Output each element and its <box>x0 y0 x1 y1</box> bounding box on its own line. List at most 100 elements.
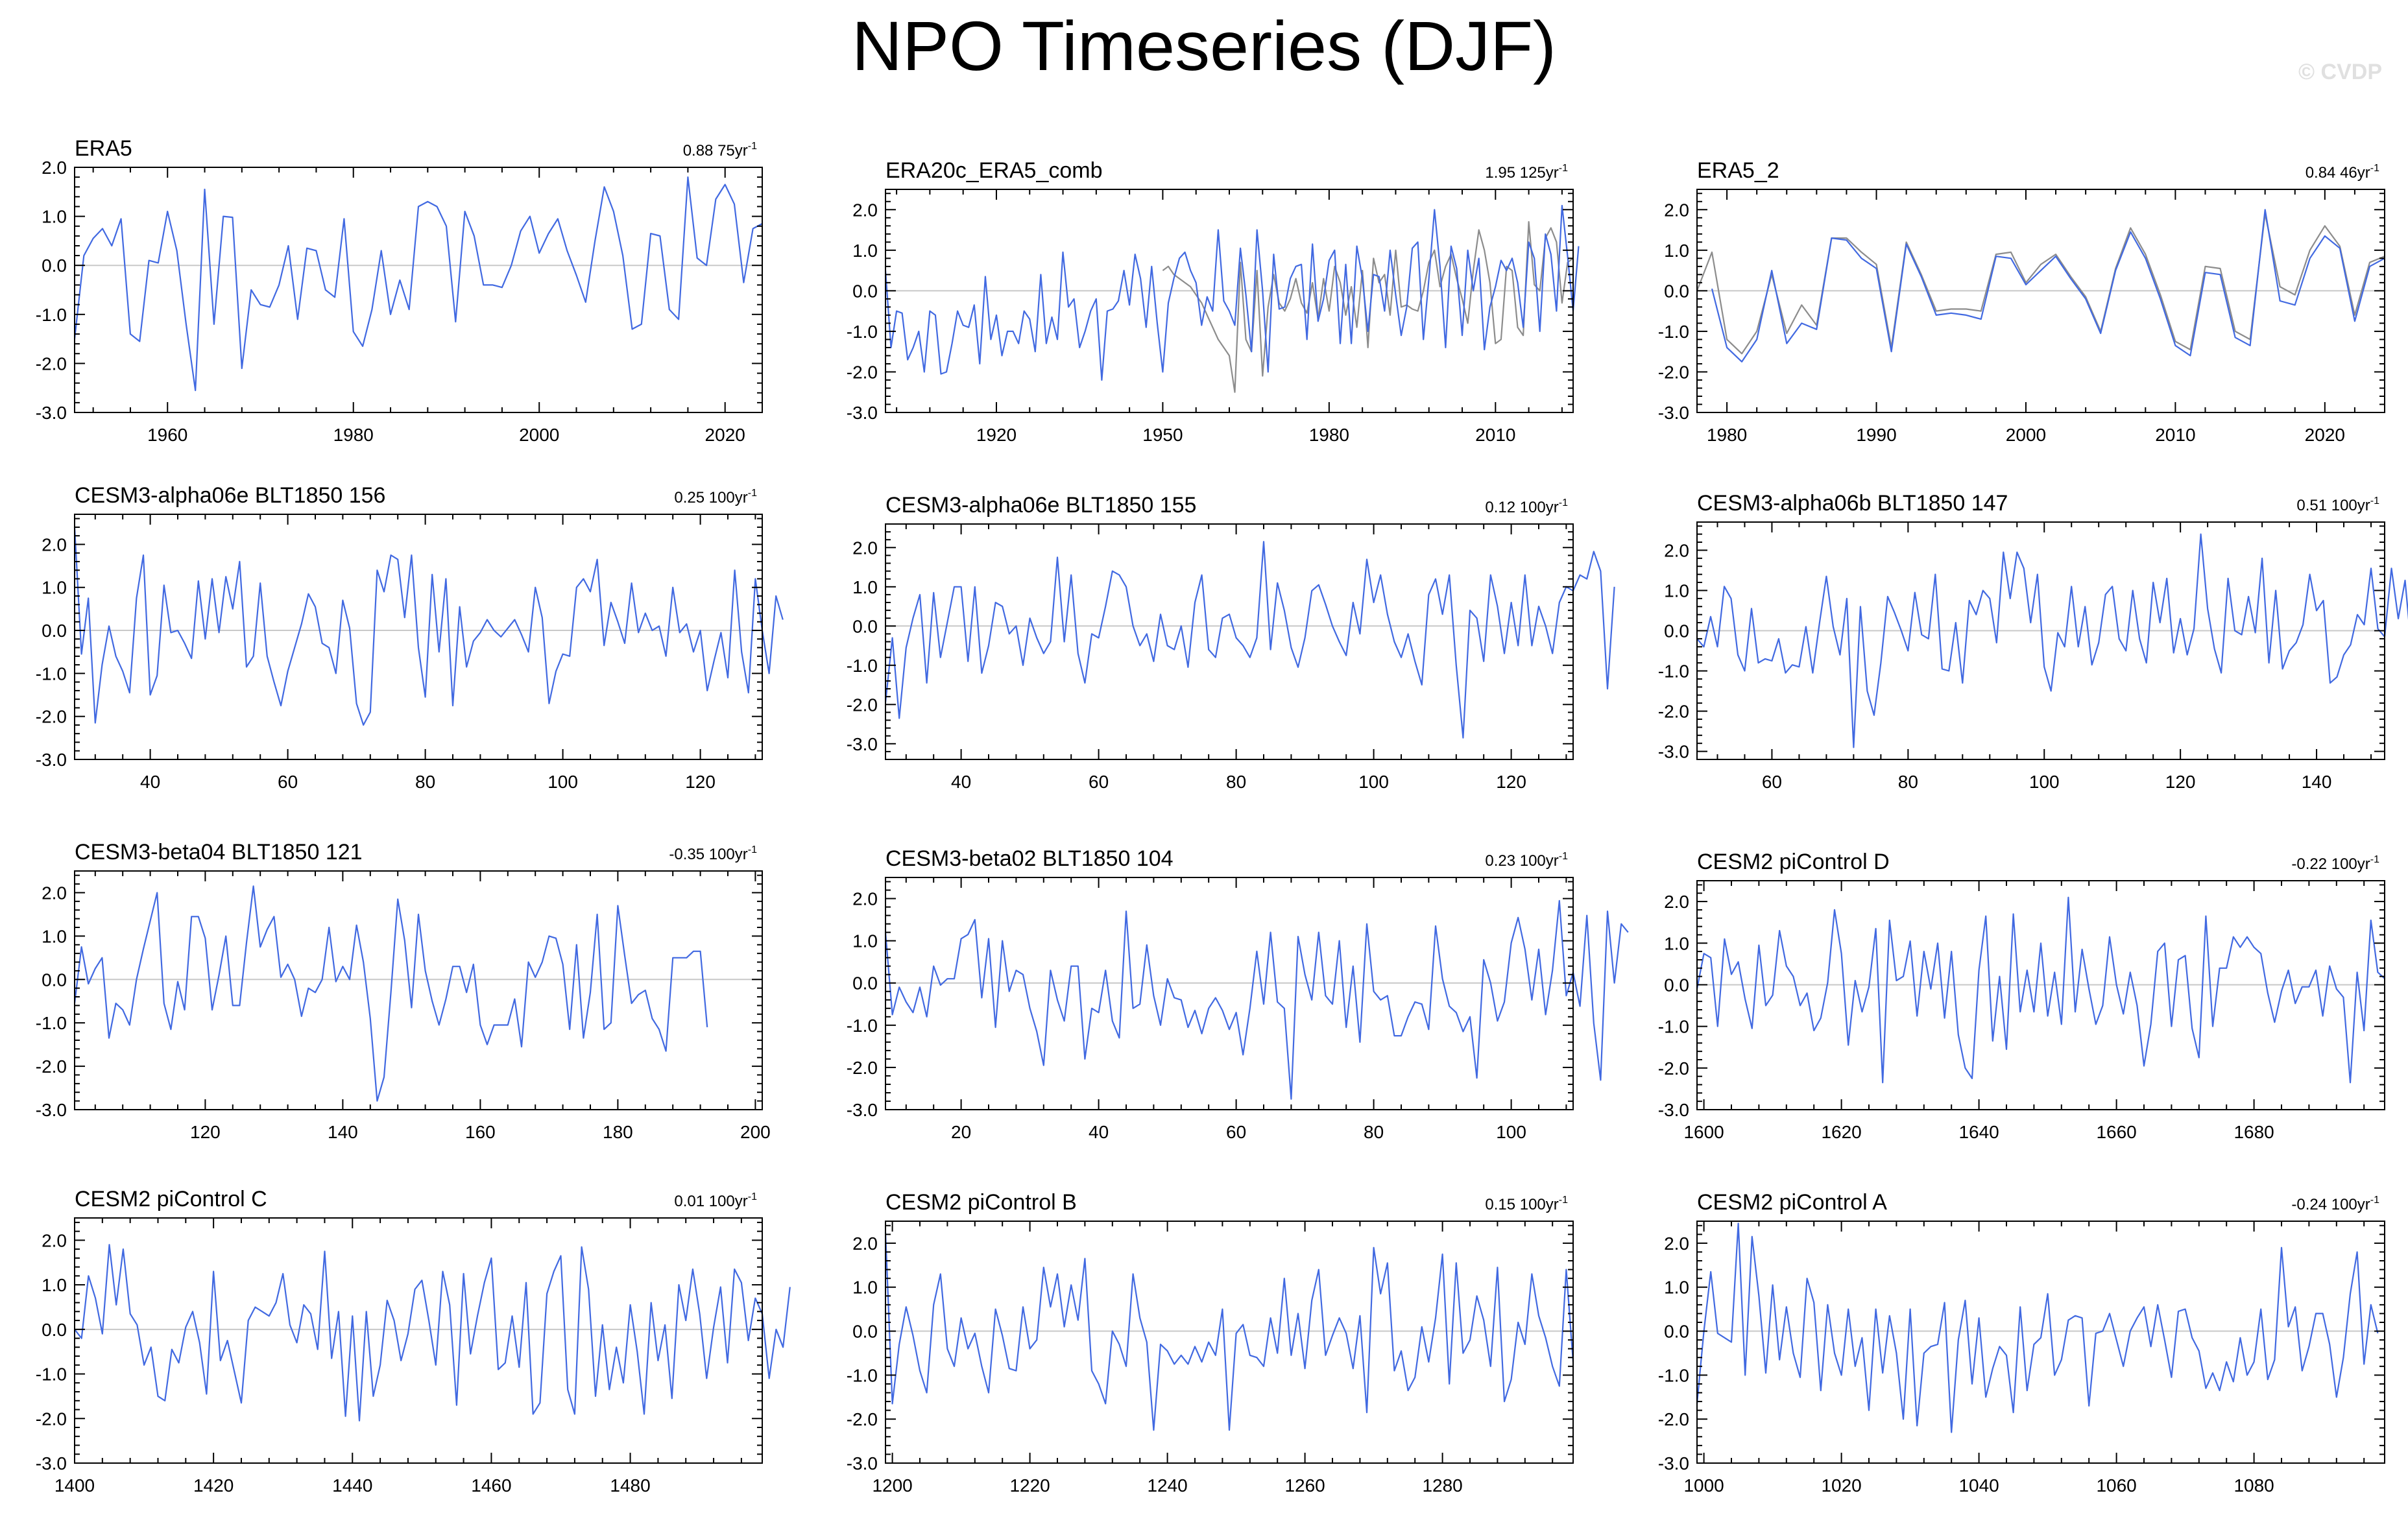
y-tick-label: 1.0 <box>852 241 878 261</box>
trend-exponent: -1 <box>2370 495 2379 507</box>
chart-panel-12: CESM2 piControl A -0.24 100yr-1 2.0 1.0 0.0 -… <box>1658 1190 2385 1496</box>
y-tick-label: 2.0 <box>1664 200 1689 220</box>
trend-exponent: -1 <box>1559 851 1568 862</box>
panel-title: CESM3-alpha06e BLT1850 155 <box>885 493 1196 518</box>
y-tick-label: -2.0 <box>847 362 878 382</box>
x-tick-label: 1620 <box>1821 1122 1861 1142</box>
x-tick-label: 2010 <box>1475 425 1515 445</box>
y-tick-label: 2.0 <box>42 534 67 554</box>
chart-panel-9: CESM2 piControl D -0.22 100yr-1 2.0 1.0 0.0 -… <box>1658 850 2385 1142</box>
y-tick-label: -1.0 <box>847 656 878 676</box>
panel-title: CESM3-alpha06e BLT1850 156 <box>75 483 385 508</box>
x-tick-label: 40 <box>951 772 971 792</box>
chart-panel-5: CESM3-alpha06e BLT1850 155 0.12 100yr-1 2.… <box>847 493 1615 792</box>
y-tick-label: -1.0 <box>36 1365 67 1385</box>
panel-title: CESM3-alpha06b BLT1850 147 <box>1697 491 2008 516</box>
y-tick-label: 0.0 <box>852 1322 878 1342</box>
y-tick-label: -3.0 <box>36 403 67 423</box>
y-tick-label: 0.0 <box>42 256 67 276</box>
y-tick-label: 2.0 <box>852 538 878 558</box>
y-tick-label: 0.0 <box>1664 621 1689 641</box>
y-tick-label: 2.0 <box>852 1234 878 1254</box>
y-tick-label: 2.0 <box>42 158 67 178</box>
trend-value: 0.25 100yr <box>674 489 747 507</box>
x-tick-label: 80 <box>1898 772 1918 792</box>
trend-value: -0.22 100yr <box>2291 855 2370 873</box>
x-tick-label: 1040 <box>1958 1475 1999 1496</box>
y-tick-label: -3.0 <box>847 403 878 423</box>
x-tick-label: 60 <box>278 772 298 792</box>
chart-panel-10: CESM2 piControl C 0.01 100yr-1 2.0 1.0 0.0 -1… <box>36 1187 791 1496</box>
x-tick-label: 1680 <box>2233 1122 2274 1142</box>
trend-exponent: -1 <box>1559 497 1568 508</box>
trend-value: 0.23 100yr <box>1485 852 1558 870</box>
x-tick-label: 1220 <box>1009 1475 1050 1496</box>
trend-value: 0.01 100yr <box>674 1193 747 1210</box>
y-tick-label: -1.0 <box>36 663 67 684</box>
chart-panel-8: CESM3-beta02 BLT1850 104 0.23 100yr-1 2.0 1… <box>847 846 1629 1142</box>
y-tick-label: -3.0 <box>847 1453 878 1473</box>
x-tick-label: 1060 <box>2096 1475 2136 1496</box>
y-tick-label: 2.0 <box>1664 1234 1689 1254</box>
x-tick-label: 120 <box>1496 772 1526 792</box>
x-tick-label: 140 <box>328 1122 358 1142</box>
x-tick-label: 1640 <box>1958 1122 1999 1142</box>
series-line <box>1711 209 2385 363</box>
x-tick-label: 1600 <box>1683 1122 1724 1142</box>
y-tick-label: -2.0 <box>1658 362 1689 382</box>
trend-exponent: -1 <box>1559 1195 1568 1206</box>
x-tick-label: 80 <box>1364 1122 1384 1142</box>
trend-value: 0.51 100yr <box>2296 497 2370 514</box>
series-line <box>1696 896 2385 1084</box>
x-tick-label: 60 <box>1089 772 1109 792</box>
x-tick-label: 80 <box>1226 772 1246 792</box>
chart-panel-3: ERA5_2 0.84 46yr-1 2.0 1.0 0.0 -1.0 -2.0 -3.0 19… <box>1658 158 2385 445</box>
x-tick-label: 100 <box>1496 1122 1526 1142</box>
trend-annotation: 0.15 100yr-1 <box>1485 1195 1568 1213</box>
x-tick-label: 1460 <box>471 1475 511 1496</box>
series-line <box>884 1232 1574 1431</box>
trend-annotation: -0.22 100yr-1 <box>2291 854 2379 873</box>
y-tick-label: 1.0 <box>852 577 878 597</box>
y-tick-label: -1.0 <box>847 322 878 342</box>
x-tick-label: 1920 <box>976 425 1017 445</box>
x-tick-label: 60 <box>1762 772 1782 792</box>
x-tick-label: 20 <box>951 1122 971 1142</box>
series-line <box>884 900 1629 1100</box>
series-line <box>73 176 763 392</box>
y-tick-label: -1.0 <box>36 1013 67 1033</box>
x-tick-label: 100 <box>548 772 578 792</box>
x-tick-label: 1000 <box>1683 1475 1724 1496</box>
panel-title: CESM2 piControl D <box>1697 850 1890 874</box>
trend-annotation: 1.95 125yr-1 <box>1485 163 1568 182</box>
page-title: NPO Timeseries (DJF) <box>851 6 1557 85</box>
x-tick-label: 1260 <box>1284 1475 1325 1496</box>
series-line <box>74 1244 791 1422</box>
trend-exponent: -1 <box>748 488 757 499</box>
x-tick-label: 2020 <box>705 425 745 445</box>
chart-panel-6: CESM3-alpha06b BLT1850 147 0.51 100yr-1 2.… <box>1658 491 2408 792</box>
y-tick-label: -2.0 <box>36 1409 67 1429</box>
panel-title: ERA20c_ERA5_comb <box>885 158 1103 183</box>
series-line <box>884 541 1615 739</box>
x-tick-label: 40 <box>1089 1122 1109 1142</box>
plot-frame <box>74 870 763 1110</box>
y-tick-label: -2.0 <box>847 1409 878 1429</box>
trend-value: 1.95 125yr <box>1485 164 1558 182</box>
series-line <box>884 204 1580 381</box>
comparison-series-line <box>1696 213 2385 355</box>
x-tick-label: 2010 <box>2155 425 2195 445</box>
chart-panel-7: CESM3-beta04 BLT1850 121 -0.35 100yr-1 2.0… <box>36 840 771 1142</box>
y-tick-label: 0.0 <box>42 970 67 990</box>
x-tick-label: 1020 <box>1821 1475 1861 1496</box>
y-tick-label: -3.0 <box>1658 403 1689 423</box>
trend-annotation: 0.25 100yr-1 <box>674 488 757 507</box>
x-tick-label: 1980 <box>1309 425 1349 445</box>
x-tick-label: 1200 <box>872 1475 912 1496</box>
y-tick-label: 2.0 <box>1664 892 1689 912</box>
y-tick-label: -1.0 <box>36 305 67 325</box>
y-tick-label: 0.0 <box>852 616 878 636</box>
trend-annotation: 0.51 100yr-1 <box>2296 495 2379 514</box>
trend-exponent: -1 <box>1559 163 1568 174</box>
y-tick-label: -3.0 <box>36 1453 67 1473</box>
